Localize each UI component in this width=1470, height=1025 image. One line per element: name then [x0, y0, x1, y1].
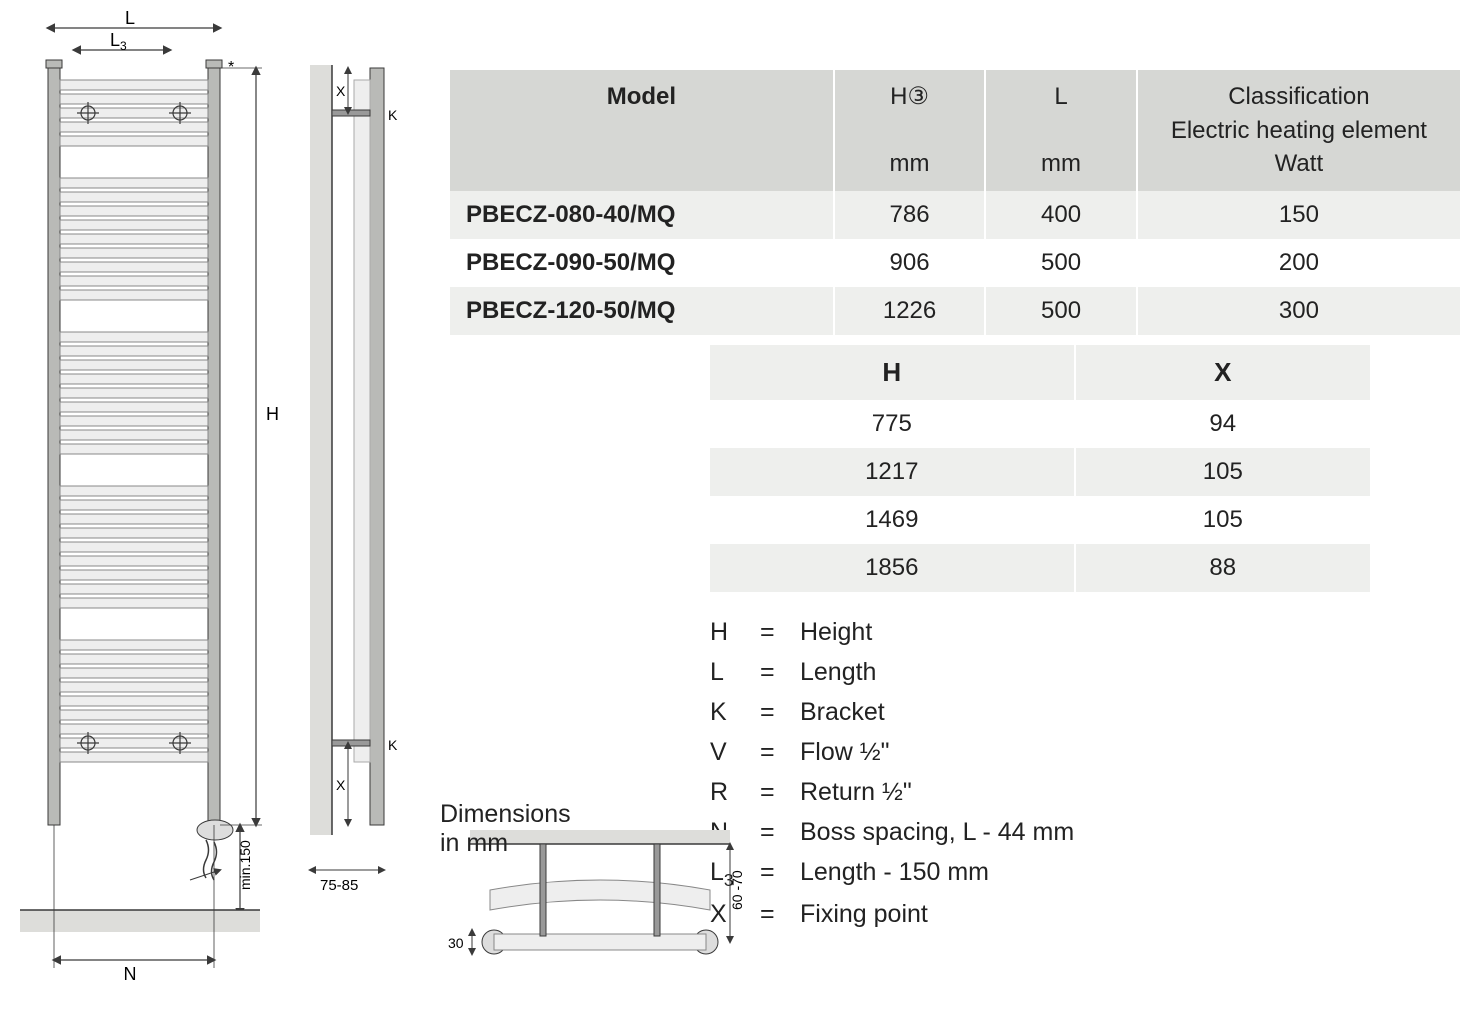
legend-def: Return ½" [800, 772, 912, 812]
dim-H: H [266, 404, 279, 424]
legend-row: L=Length [710, 652, 1460, 692]
dim-K-bot: K [388, 737, 398, 753]
hx-table: H X 7759412171051469105185688 [710, 345, 1370, 592]
dim-30: 30 [448, 935, 464, 951]
cell-l: 500 [985, 287, 1137, 335]
col-class: Classification Electric heating element … [1137, 70, 1460, 191]
dim-K-top: K [388, 107, 398, 123]
legend-row: X=Fixing point [710, 894, 1460, 934]
dimensions-caption: Dimensions in mm [440, 800, 571, 858]
cell-h: 1217 [710, 448, 1075, 496]
technical-drawing: L L3 * [10, 10, 430, 1015]
legend-row: H=Height [710, 612, 1460, 652]
cell-x: 88 [1075, 544, 1370, 592]
legend-row: V=Flow ½" [710, 732, 1460, 772]
col-X: X [1075, 345, 1370, 400]
legend-symbol: L [710, 652, 760, 692]
table-row: 1469105 [710, 496, 1370, 544]
legend-eq: = [760, 732, 800, 772]
legend-eq: = [760, 692, 800, 732]
cell-x: 105 [1075, 448, 1370, 496]
legend-def: Length [800, 652, 876, 692]
cell-h: 775 [710, 400, 1075, 448]
legend-eq: = [760, 612, 800, 652]
legend-symbol: R [710, 772, 760, 812]
legend-eq: = [760, 652, 800, 692]
cell-watt: 200 [1137, 239, 1460, 287]
table-row: 185688 [710, 544, 1370, 592]
legend: H=HeightL=LengthK=BracketV=Flow ½"R=Retu… [710, 612, 1460, 934]
cell-l: 400 [985, 191, 1137, 239]
dim-star: * [228, 59, 234, 76]
cell-h: 786 [834, 191, 986, 239]
col-model: Model [450, 70, 834, 191]
table-row: PBECZ-090-50/MQ906500200 [450, 239, 1460, 287]
table-row: 1217105 [710, 448, 1370, 496]
legend-def: Bracket [800, 692, 885, 732]
table-row: PBECZ-120-50/MQ1226500300 [450, 287, 1460, 335]
cell-model: PBECZ-090-50/MQ [450, 239, 834, 287]
cell-model: PBECZ-120-50/MQ [450, 287, 834, 335]
dim-depth: 75-85 [320, 877, 358, 894]
legend-def: Flow ½" [800, 732, 889, 772]
legend-eq: = [760, 772, 800, 812]
legend-row: R=Return ½" [710, 772, 1460, 812]
models-table: Model H③ mm L mm Classification Electric… [450, 70, 1460, 335]
cell-l: 500 [985, 239, 1137, 287]
dim-min150: min.150 [237, 840, 253, 890]
front-view: L L3 * [20, 10, 279, 984]
cell-x: 94 [1075, 400, 1370, 448]
cell-h: 1856 [710, 544, 1075, 592]
col-l: L mm [985, 70, 1137, 191]
legend-row: N=Boss spacing, L - 44 mm [710, 812, 1460, 852]
dim-6070: 60 -70 [729, 870, 745, 910]
legend-def: Length - 150 mm [800, 852, 989, 894]
table-row: 77594 [710, 400, 1370, 448]
side-view: K K X X 75-85 [310, 65, 398, 894]
table-row: PBECZ-080-40/MQ786400150 [450, 191, 1460, 239]
legend-row: L3=Length - 150 mm [710, 852, 1460, 894]
table-header-row: Model H③ mm L mm Classification Electric… [450, 70, 1460, 191]
col-h: H③ mm [834, 70, 986, 191]
heating-element-icon [190, 820, 233, 880]
dim-L: L [125, 10, 135, 28]
cell-watt: 300 [1137, 287, 1460, 335]
legend-eq: = [760, 812, 800, 852]
cell-watt: 150 [1137, 191, 1460, 239]
dim-X-top: X [336, 83, 346, 99]
legend-def: Boss spacing, L - 44 mm [800, 812, 1074, 852]
legend-symbol: H [710, 612, 760, 652]
drawing-svg: L L3 * [10, 10, 430, 1010]
dim-L3: L3 [110, 30, 127, 53]
cell-h: 1226 [834, 287, 986, 335]
legend-def: Height [800, 612, 872, 652]
dim-N: N [124, 964, 137, 984]
cell-model: PBECZ-080-40/MQ [450, 191, 834, 239]
cell-x: 105 [1075, 496, 1370, 544]
legend-def: Fixing point [800, 894, 928, 934]
legend-symbol: K [710, 692, 760, 732]
models-tbody: PBECZ-080-40/MQ786400150PBECZ-090-50/MQ9… [450, 191, 1460, 335]
legend-eq: = [760, 852, 800, 894]
hx-tbody: 7759412171051469105185688 [710, 400, 1370, 592]
legend-row: K=Bracket [710, 692, 1460, 732]
dim-X-bot: X [336, 777, 346, 793]
legend-symbol: V [710, 732, 760, 772]
cell-h: 906 [834, 239, 986, 287]
col-H: H [710, 345, 1075, 400]
cell-h: 1469 [710, 496, 1075, 544]
legend-eq: = [760, 894, 800, 934]
